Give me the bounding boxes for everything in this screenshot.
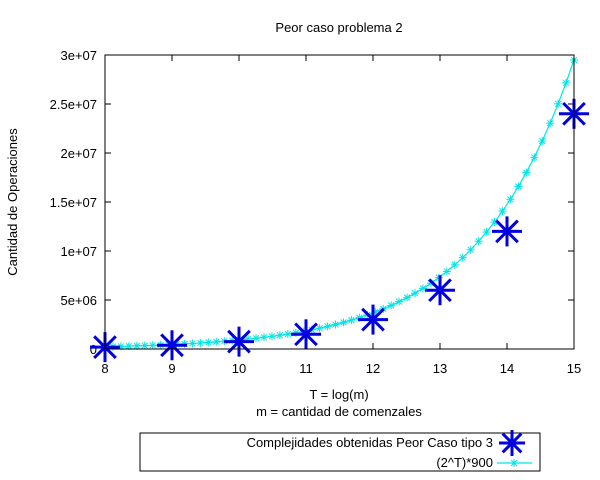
curve-point — [514, 182, 523, 191]
curve-point — [474, 237, 483, 246]
axis-ticks: 0 5e+06 1e+07 1.5e+07 2e+07 2.5e+07 3e+07 8 9 10 1… — [50, 48, 582, 376]
data-point — [425, 275, 455, 306]
plot-marks — [90, 55, 589, 363]
curve-line — [104, 59, 575, 348]
curve-point — [315, 324, 324, 333]
curve-point — [323, 322, 332, 331]
curve-point — [554, 99, 563, 108]
curve-point — [522, 168, 531, 177]
x-tick-label: 14 — [500, 361, 514, 376]
curve-point — [458, 253, 467, 262]
y-tick-label: 5e+06 — [60, 293, 97, 308]
curve-point — [252, 334, 261, 343]
y-tick-label: 1e+07 — [60, 244, 97, 259]
curve-point — [331, 320, 340, 329]
curve-point — [442, 267, 451, 276]
legend-box — [139, 432, 541, 472]
curve-point — [498, 207, 507, 216]
curve-point — [259, 333, 268, 342]
x-axis-sublabel: m = cantidad de comenzales — [256, 404, 422, 419]
legend-swatch-curve-point — [510, 459, 518, 467]
y-tick-label: 1.5e+07 — [50, 195, 97, 210]
curve-point — [562, 78, 571, 87]
x-tick-label: 10 — [232, 361, 246, 376]
curve-point — [482, 228, 491, 237]
curve-point — [140, 341, 149, 350]
curve-point — [347, 316, 356, 325]
curve-point — [530, 153, 539, 162]
x-tick-label: 9 — [168, 361, 175, 376]
curve-point — [466, 245, 475, 254]
curve-point — [538, 137, 547, 146]
curve-point — [387, 301, 396, 310]
y-tick-label: 2e+07 — [60, 146, 97, 161]
plot-frame — [104, 54, 575, 350]
data-point — [291, 319, 321, 350]
curve-point — [267, 332, 276, 341]
curve-point — [395, 297, 404, 306]
data-point — [157, 330, 187, 361]
y-tick-label: 3e+07 — [60, 48, 97, 63]
curve-point — [546, 119, 555, 128]
curve-point — [403, 293, 412, 302]
curve-point — [204, 338, 213, 347]
x-tick-label: 8 — [101, 361, 108, 376]
x-tick-label: 11 — [299, 361, 313, 376]
x-tick-label: 13 — [433, 361, 447, 376]
curve-point — [196, 338, 205, 347]
x-tick-label: 12 — [366, 361, 380, 376]
curve-point — [418, 284, 427, 293]
curve-point — [283, 330, 292, 339]
curve-point — [506, 195, 515, 204]
data-point — [224, 326, 254, 357]
x-axis-label: T = log(m) — [309, 387, 368, 402]
x-tick-label: 15 — [567, 361, 581, 376]
curve-point — [188, 339, 197, 348]
data-point — [358, 304, 388, 335]
curve-point — [275, 331, 284, 340]
y-axis-label: Cantidad de Operaciones — [5, 128, 20, 276]
legend-label-points: Complejidades obtenidas Peor Caso tipo 3 — [247, 435, 493, 450]
curve-point — [212, 337, 221, 346]
y-tick-label: 2.5e+07 — [50, 97, 97, 112]
curve-point — [411, 289, 420, 298]
chart-title: Peor caso problema 2 — [275, 20, 402, 35]
curve-point — [148, 341, 157, 350]
legend: Complejidades obtenidas Peor Caso tipo 3… — [139, 430, 541, 472]
legend-swatches — [497, 430, 532, 467]
curve-point — [339, 318, 348, 327]
legend-swatch-points — [499, 430, 525, 456]
legend-label-curve: (2^T)*900 — [436, 455, 493, 470]
data-point — [492, 216, 522, 247]
y-tick-label: 0 — [90, 342, 97, 357]
curve-point — [450, 260, 459, 269]
